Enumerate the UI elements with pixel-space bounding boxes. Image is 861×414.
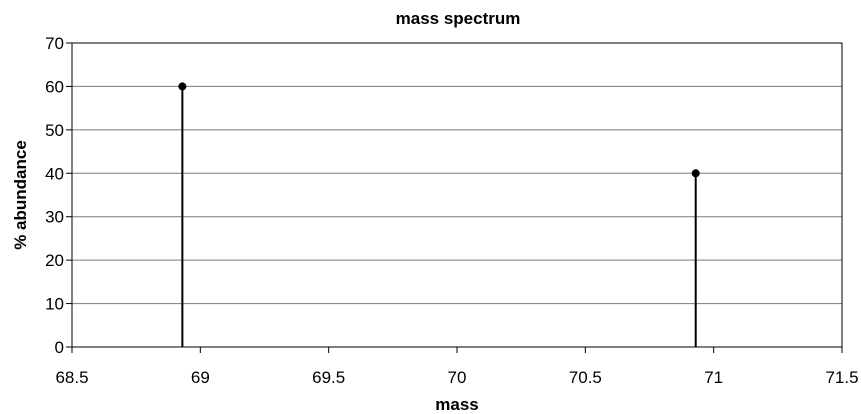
x-tick-label: 69 bbox=[191, 368, 210, 387]
peak-point bbox=[178, 82, 187, 91]
y-tick-label: 60 bbox=[45, 77, 64, 96]
y-tick-label: 70 bbox=[45, 34, 64, 53]
x-tick-label: 70.5 bbox=[569, 368, 602, 387]
y-tick-label: 40 bbox=[45, 164, 64, 183]
x-tick-label: 71 bbox=[704, 368, 723, 387]
x-tick-label: 68.5 bbox=[55, 368, 88, 387]
x-tick-label: 70 bbox=[448, 368, 467, 387]
data-series bbox=[178, 82, 700, 347]
x-tick-label: 69.5 bbox=[312, 368, 345, 387]
chart-title: mass spectrum bbox=[396, 9, 521, 28]
x-axis-label: mass bbox=[435, 395, 478, 414]
grid-lines bbox=[72, 85, 842, 305]
y-tick-label: 50 bbox=[45, 121, 64, 140]
y-axis-label: % abundance bbox=[11, 140, 30, 250]
x-tick-label: 71.5 bbox=[825, 368, 858, 387]
y-tick-label: 30 bbox=[45, 208, 64, 227]
y-tick-label: 10 bbox=[45, 295, 64, 314]
x-axis-ticks: 68.5 69 69.5 70 70.5 71 71.5 bbox=[55, 347, 859, 387]
y-tick-label: 20 bbox=[45, 251, 64, 270]
y-tick-label: 0 bbox=[55, 338, 64, 357]
peak-point bbox=[691, 169, 700, 178]
plot-frame bbox=[71, 42, 843, 348]
y-axis-ticks: 0 10 20 30 40 50 60 70 bbox=[45, 34, 72, 357]
